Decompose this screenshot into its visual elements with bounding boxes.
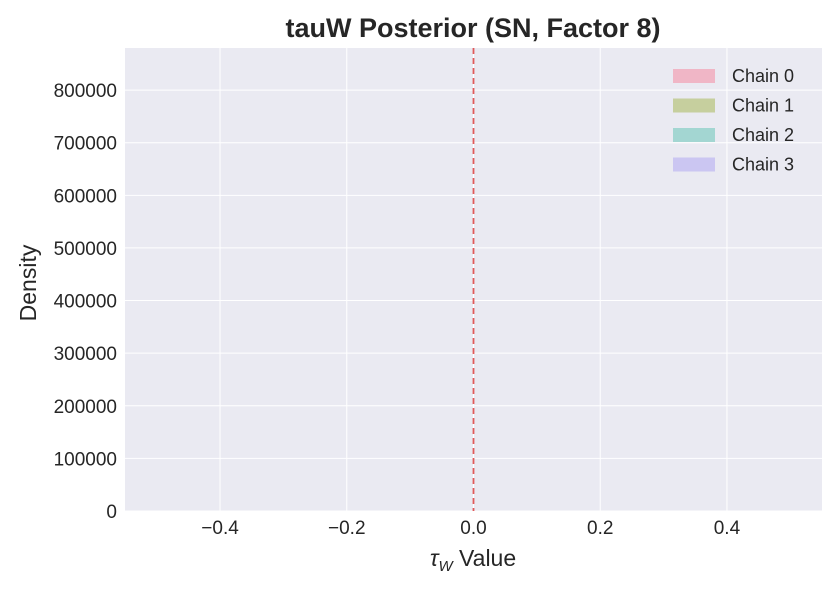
x-tick-label: 0.2: [587, 518, 613, 539]
legend-label: Chain 0: [732, 66, 794, 86]
legend-label: Chain 2: [732, 125, 794, 145]
legend-swatch: [673, 157, 715, 172]
legend: Chain 0 Chain 1 Chain 2 Chain 3: [673, 66, 794, 175]
y-tick-label: 800000: [54, 81, 117, 102]
y-tick-layer: 0 100000 200000 300000 400000 500000 600000 700…: [54, 81, 117, 523]
x-axis-label: τW Value: [430, 545, 516, 575]
y-axis-label: Density: [15, 244, 41, 321]
x-tick-label: 0.4: [714, 518, 741, 539]
x-tick-label: −0.4: [201, 518, 239, 539]
y-tick-label: 500000: [54, 239, 117, 260]
legend-label: Chain 1: [732, 96, 794, 116]
legend-swatch: [673, 69, 715, 83]
y-tick-label: 700000: [54, 134, 117, 155]
legend-label: Chain 3: [732, 155, 794, 175]
y-tick-label: 400000: [54, 292, 117, 313]
legend-swatch: [673, 98, 715, 113]
y-tick-label: 600000: [54, 186, 117, 207]
y-tick-label: 300000: [54, 344, 117, 365]
x-tick-label: 0.0: [460, 518, 486, 539]
x-axis-label-symbol: τ: [430, 545, 440, 571]
x-axis-label-subscript: W: [438, 558, 454, 575]
legend-swatch: [673, 128, 715, 142]
chart-title: tauW Posterior (SN, Factor 8): [285, 13, 660, 43]
x-tick-layer: −0.4 −0.2 0.0 0.2 0.4: [201, 518, 740, 539]
y-tick-label: 200000: [54, 397, 117, 418]
x-tick-label: −0.2: [328, 518, 366, 539]
y-tick-label: 100000: [54, 449, 117, 470]
y-tick-label: 0: [106, 502, 117, 523]
x-axis-label-suffix: Value: [453, 545, 517, 571]
